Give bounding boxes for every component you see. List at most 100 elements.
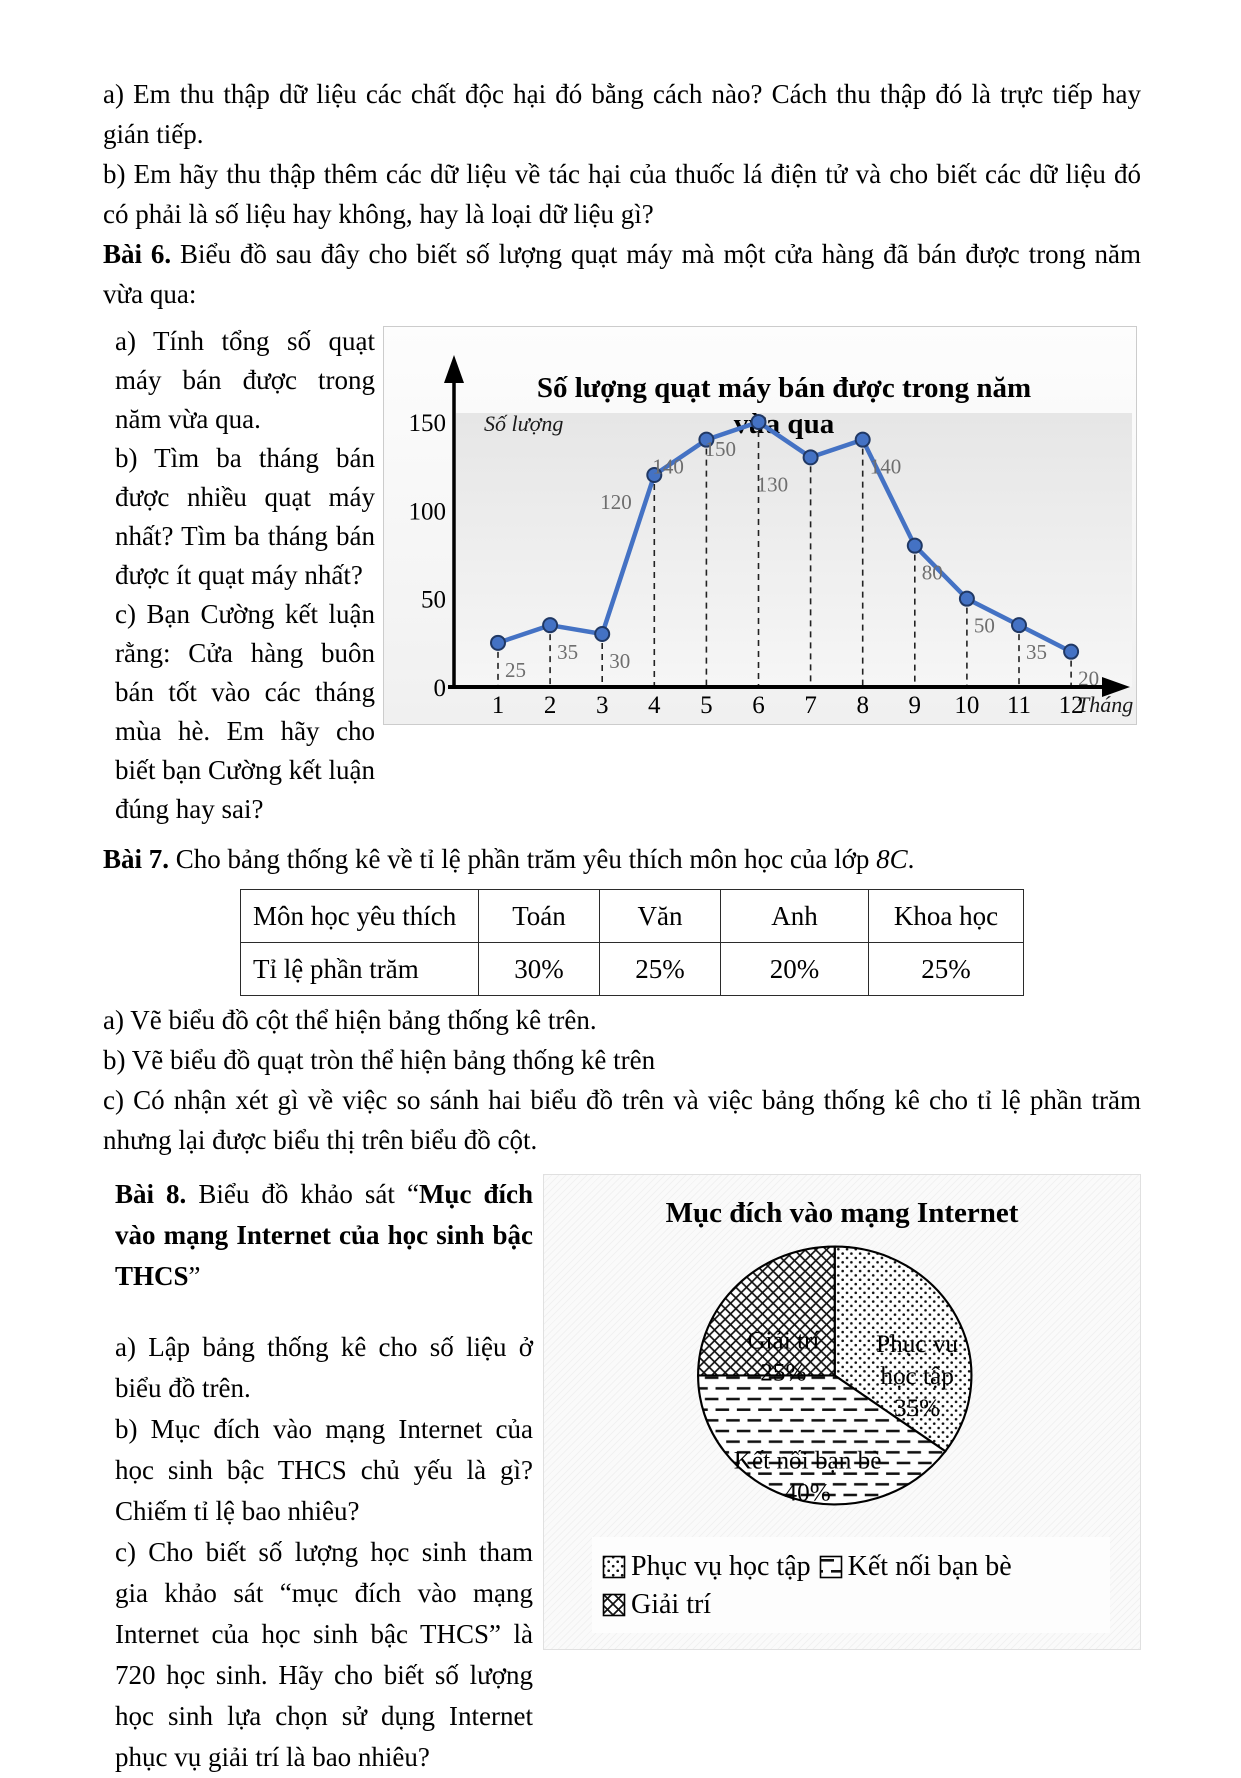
- pie-slice-label: 40%: [785, 1479, 831, 1506]
- table-row: Tỉ lệ phần trăm 30% 25% 20% 25%: [240, 942, 1024, 996]
- data-point-label: 35: [1026, 640, 1047, 664]
- bai7-label: Bài 7.: [103, 844, 170, 874]
- pie-slice-label: Giải trí: [747, 1327, 819, 1354]
- data-point-marker: [854, 431, 871, 448]
- data-point-label: 20: [1078, 667, 1099, 691]
- data-point-label: 150: [705, 437, 737, 461]
- data-point-label: 30: [609, 649, 630, 673]
- x-tick-label: 7: [804, 692, 817, 719]
- data-point-label: 80: [922, 561, 943, 585]
- legend-label: Phục vụ học tập: [631, 1550, 811, 1582]
- y-tick-label: 100: [409, 498, 447, 525]
- internet-purpose-pie-panel: Mục đích vào mạng Internet: [543, 1174, 1141, 1650]
- x-tick-label: 3: [596, 692, 609, 719]
- pie-chart-content: Phục vụ học tập 35% Kết nối bạn bè 40% Giải t…: [697, 1245, 973, 1506]
- bai7-question-b: b) Vẽ biểu đồ quạt tròn thể hiện bảng th…: [103, 1045, 656, 1075]
- x-tick-label: 1: [492, 692, 505, 719]
- data-point-marker: [958, 590, 975, 607]
- table-cell: Tỉ lệ phần trăm: [240, 942, 479, 996]
- bai7-heading: Bài 7. Cho bảng thống kê về tỉ lệ phần t…: [103, 839, 1141, 879]
- bai6-heading: Bài 6. Biểu đồ sau đây cho biết số lượng…: [103, 234, 1141, 314]
- data-point-marker: [490, 634, 506, 651]
- pie-slice-hoc-tap: [833, 1245, 973, 1453]
- pie-slice-label: 25%: [760, 1359, 806, 1386]
- bai7-question-a: a) Vẽ biểu đồ cột thể hiện bảng thống kê…: [103, 1005, 597, 1035]
- fan-sales-line-chart: Số lượng quạt máy bán được trong nămvừa …: [409, 355, 1134, 719]
- table-cell: 25%: [599, 942, 721, 996]
- pie-legend-row: Giải trí: [602, 1589, 1104, 1621]
- pie-slice-label: học tập: [880, 1363, 953, 1390]
- data-point-marker: [906, 537, 923, 554]
- x-tick-label: 6: [752, 692, 765, 719]
- bai8-question-c: c) Cho biết số lượng học sinh tham gia k…: [115, 1537, 533, 1772]
- bai8-questions: Bài 8. Biểu đồ khảo sát “Mục đích vào mạ…: [103, 1174, 533, 1778]
- x-axis-arrow-icon: [1102, 677, 1130, 697]
- line-chart-content: Số lượng quạt máy bán được trong nămvừa …: [409, 372, 1134, 719]
- sales-series-line: [497, 419, 1073, 654]
- data-point-label: 120: [600, 490, 632, 514]
- pie-slice-ban-be: [697, 1374, 947, 1506]
- y-tick-label: 150: [409, 410, 447, 437]
- bai6-intro-text: Biểu đồ sau đây cho biết số lượng quạt m…: [103, 239, 1141, 309]
- bai6-questions: a) Tính tổng số quạt máy bán được trong …: [103, 322, 375, 829]
- table-header-cell: Văn: [599, 889, 721, 943]
- table-header-cell: Toán: [478, 889, 600, 943]
- data-point-label: 25: [505, 658, 526, 682]
- bai6-section: a) Tính tổng số quạt máy bán được trong …: [103, 322, 1141, 829]
- legend-item-ban-be: Kết nối bạn bè: [819, 1551, 1012, 1583]
- legend-item-hoc-tap: Phục vụ học tập: [602, 1551, 811, 1583]
- bai6-label: Bài 6.: [103, 239, 172, 269]
- data-point-label: 140: [870, 455, 902, 479]
- bai6-question-b: b) Tìm ba tháng bán được nhiều quạt máy …: [115, 443, 375, 590]
- internet-purpose-pie-chart: Phục vụ học tập 35% Kết nối bạn bè 40% Giải t…: [697, 1245, 973, 1506]
- y-axis-label: Số lượng: [484, 411, 563, 436]
- table-header-cell: Môn học yêu thích: [240, 889, 479, 943]
- subject-percentage-table: Môn học yêu thích Toán Văn Anh Khoa học …: [240, 889, 1024, 996]
- x-tick-label: 2: [544, 692, 557, 719]
- x-tick-label: 10: [954, 692, 979, 719]
- data-point-marker: [646, 466, 663, 483]
- legend-label: Kết nối bạn bè: [847, 1550, 1012, 1582]
- bai6-question-a: a) Tính tổng số quạt máy bán được trong …: [115, 326, 375, 434]
- data-point-marker: [698, 431, 715, 448]
- pie-legend: Phục vụ học tập Kết nối bạn bè Giải trí: [592, 1536, 1110, 1633]
- table-header-row: Môn học yêu thích Toán Văn Anh Khoa học: [240, 889, 1024, 943]
- bai8-question-b: b) Mục đích vào mạng Internet của học si…: [115, 1414, 533, 1526]
- legend-item-giai-tri: Giải trí: [602, 1589, 711, 1621]
- pie-chart-title: Mục đích vào mạng Internet: [665, 1197, 1019, 1229]
- bai8-intro-pre: Biểu đồ khảo sát “: [186, 1179, 419, 1209]
- dashed-swatch-icon: [819, 1555, 842, 1579]
- bai8-survey-title: Mục đích vào mạng Internet của học sinh …: [115, 1179, 533, 1291]
- data-point-marker: [594, 625, 611, 642]
- legend-label: Giải trí: [631, 1588, 712, 1620]
- y-tick-label: 50: [421, 587, 446, 614]
- bai8-heading: Bài 8. Biểu đồ khảo sát “Mục đích vào mạ…: [115, 1174, 533, 1297]
- x-tick-label: 5: [700, 692, 713, 719]
- data-point-marker: [750, 413, 767, 430]
- x-tick-label: 11: [1007, 692, 1031, 719]
- table-cell: 20%: [720, 942, 869, 996]
- crosshatch-swatch-icon: [602, 1593, 626, 1617]
- bai8-label: Bài 8.: [115, 1179, 187, 1209]
- bai7-class-name: 8C: [876, 844, 908, 874]
- bai7-intro-text: Cho bảng thống kê về tỉ lệ phần trăm yêu…: [169, 844, 877, 874]
- data-point-label: 140: [652, 455, 684, 479]
- data-point-marker: [802, 449, 819, 466]
- plot-area: [456, 413, 1132, 687]
- x-tick-label: 12: [1059, 692, 1084, 719]
- pie-slice-label: 35%: [894, 1395, 940, 1422]
- bai8-section: Bài 8. Biểu đồ khảo sát “Mục đích vào mạ…: [103, 1174, 1141, 1778]
- x-tick-label: 4: [648, 692, 661, 719]
- pie-slice-label: Kết nối bạn bè: [734, 1448, 882, 1475]
- pie-slice-giai-tri: [697, 1245, 836, 1377]
- table-cell: 25%: [868, 942, 1024, 996]
- pie-legend-row: Phục vụ học tập Kết nối bạn bè: [602, 1551, 1104, 1583]
- table-header-cell: Khoa học: [868, 889, 1024, 943]
- bai8-question-a: a) Lập bảng thống kê cho số liệu ở biểu …: [115, 1332, 533, 1403]
- bai8-intro-post: ”: [188, 1261, 201, 1291]
- table-header-cell: Anh: [720, 889, 869, 943]
- bai6-question-c: c) Bạn Cường kết luận rằng: Cửa hàng buô…: [115, 599, 375, 824]
- pie-slice-label: Phục vụ: [876, 1331, 958, 1358]
- fan-sales-line-chart-panel: Số lượng quạt máy bán được trong năm vừa …: [383, 326, 1137, 725]
